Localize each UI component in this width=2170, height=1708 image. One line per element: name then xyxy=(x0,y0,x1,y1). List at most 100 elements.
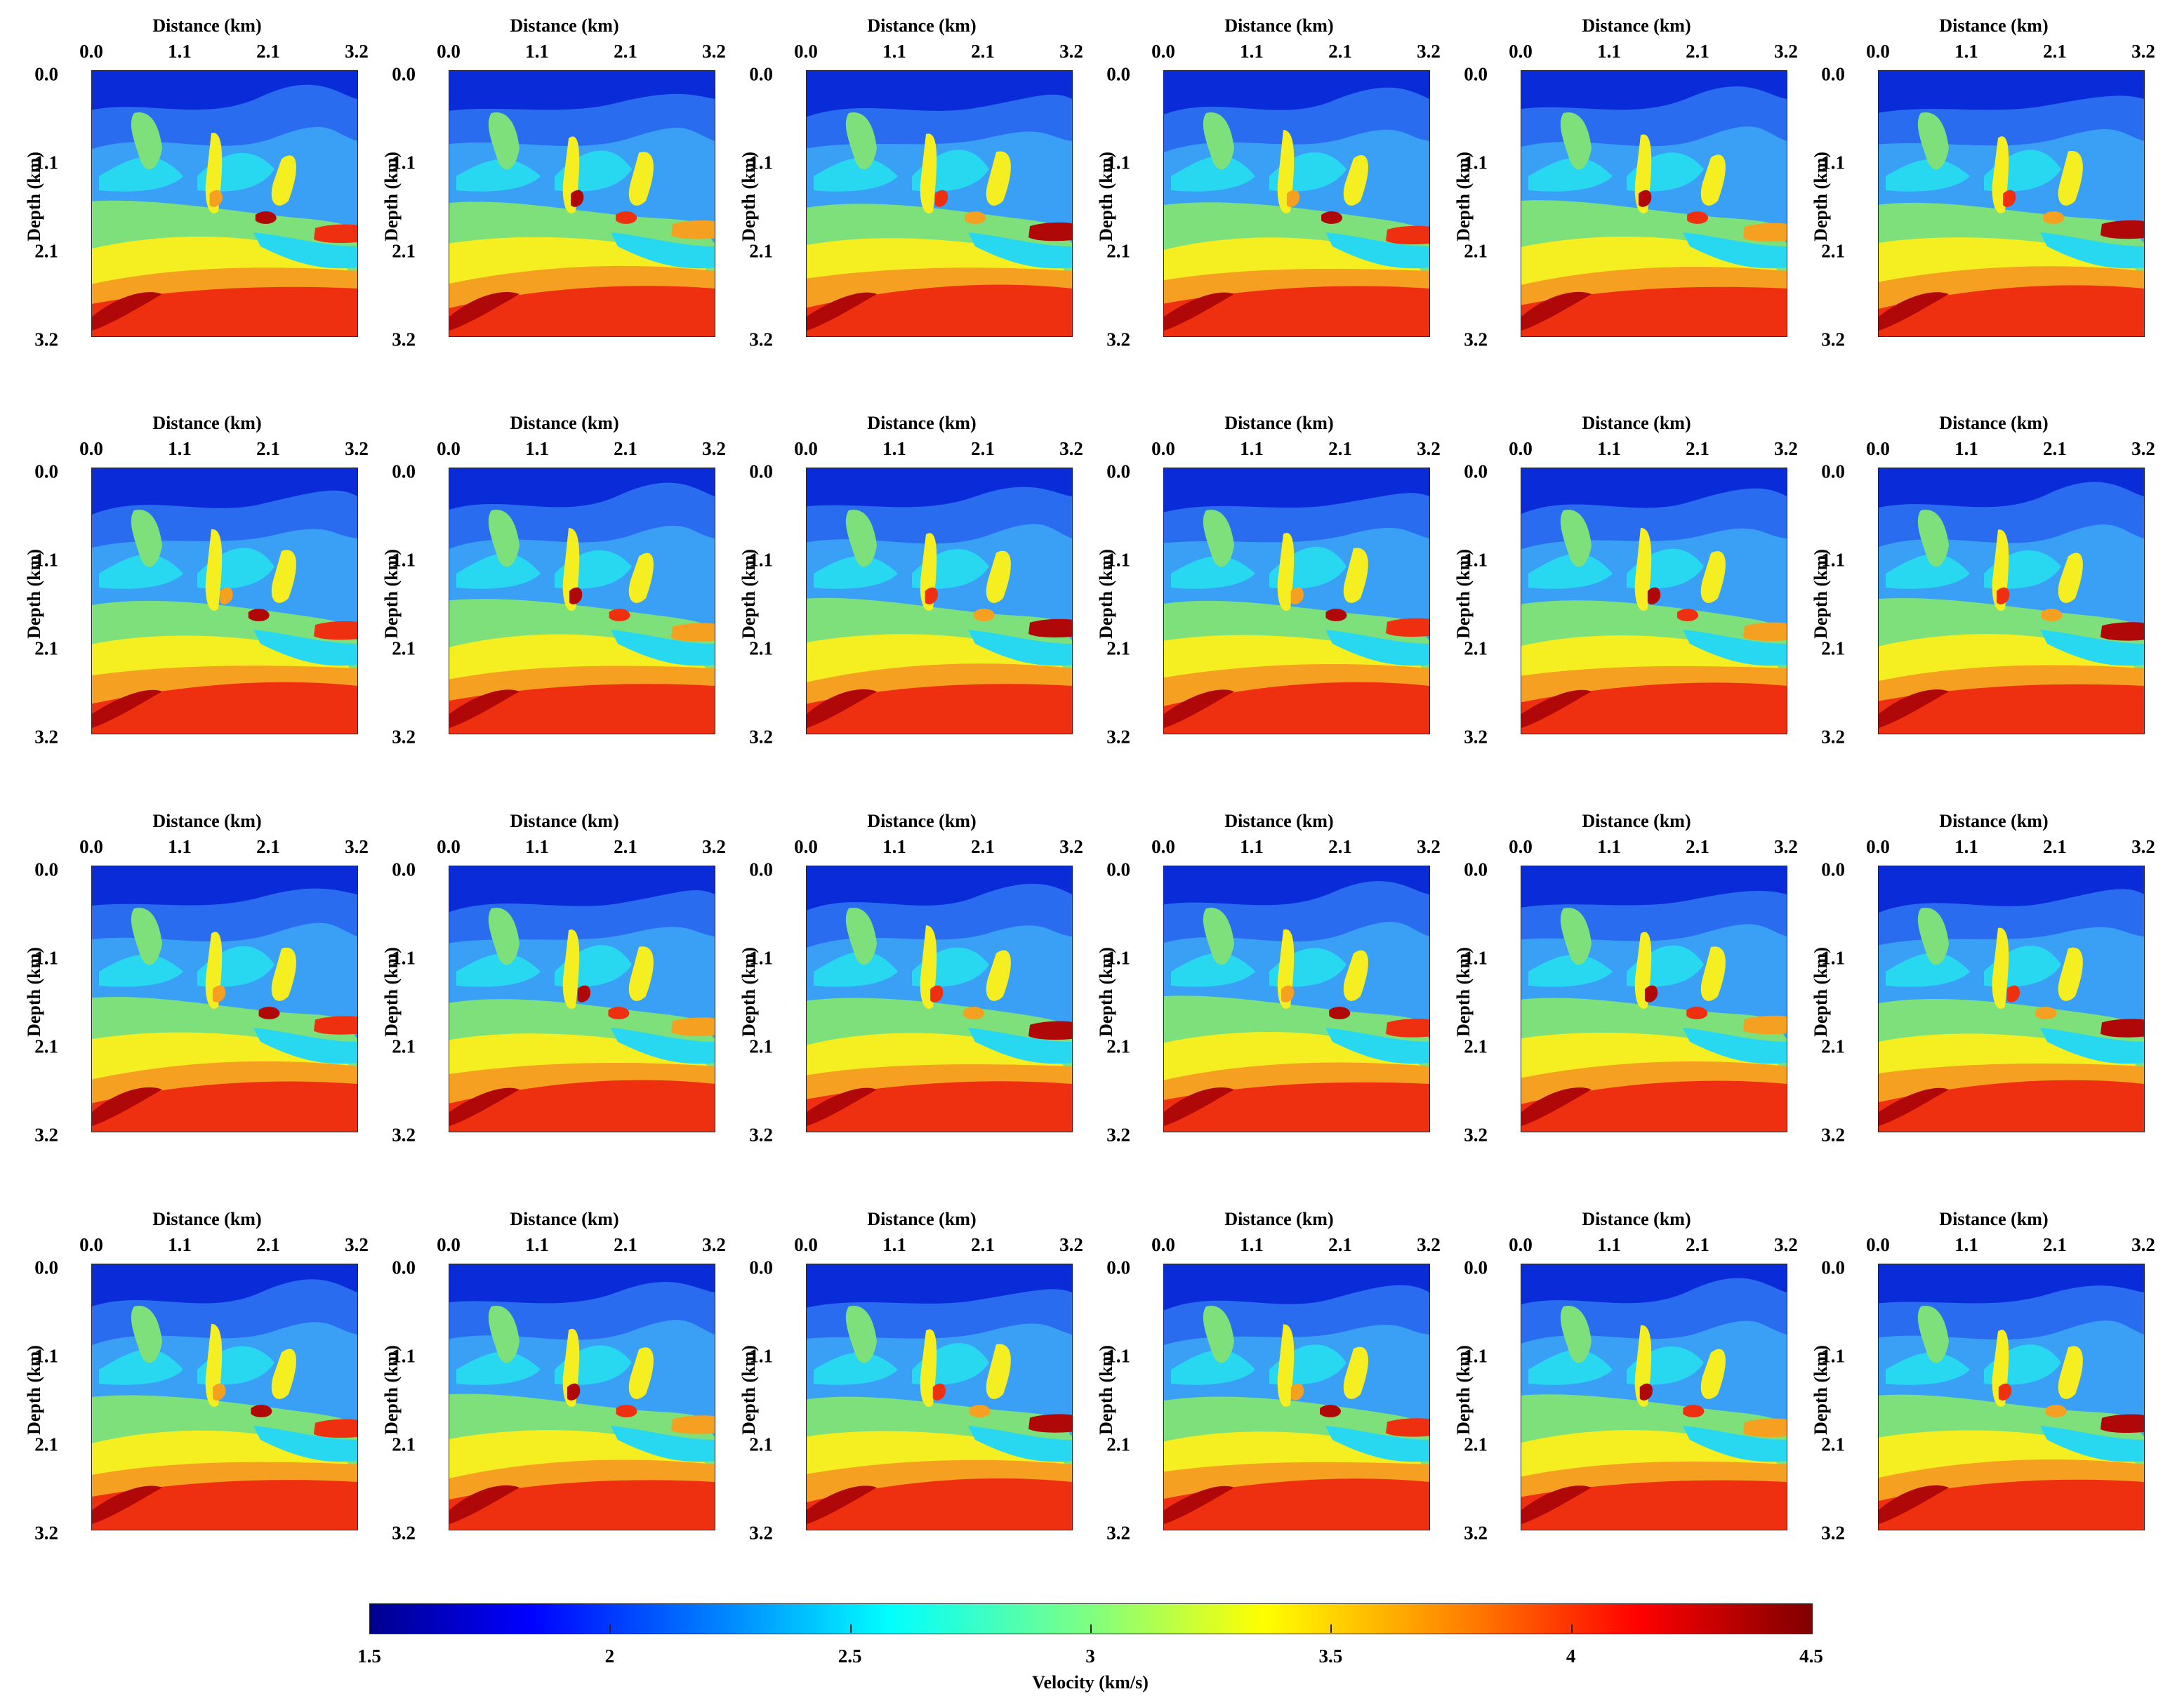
finger-yellow xyxy=(986,550,1011,603)
x-axis-title: Distance (km) xyxy=(1582,811,1691,831)
x-tick-label: 0.0 xyxy=(437,836,461,857)
x-tick-label: 2.1 xyxy=(614,438,637,459)
y-tick-label: 0.0 xyxy=(1821,859,1845,880)
layer-red xyxy=(1164,1082,1429,1132)
y-tick-label: 2.1 xyxy=(1106,1035,1130,1057)
velocity-heatmap xyxy=(1879,1264,2144,1530)
x-tick-label: 1.1 xyxy=(1954,1234,1978,1255)
body-red-right xyxy=(314,1419,357,1438)
y-axis-title: Depth (km) xyxy=(381,1345,402,1435)
x-axis-title: Distance (km) xyxy=(867,413,977,433)
velocity-field xyxy=(1521,866,1787,1132)
finger-yellow xyxy=(1700,1349,1726,1399)
streak-dark-red xyxy=(1521,291,1592,331)
y-tick-label: 3.2 xyxy=(1821,1522,1845,1544)
channel-cyan xyxy=(1325,232,1429,269)
finger-yellow xyxy=(1343,548,1368,603)
body-red-right xyxy=(2100,220,2144,239)
finger-yellow xyxy=(986,151,1011,206)
y-tick-label: 2.1 xyxy=(1106,240,1130,262)
x-tick-label: 1.1 xyxy=(882,1234,906,1255)
body-red xyxy=(1647,587,1661,604)
x-tick-label: 0.0 xyxy=(1151,1234,1175,1255)
x-tick-label: 0.0 xyxy=(1151,438,1175,459)
velocity-heatmap xyxy=(449,71,715,336)
x-tick-label: 1.1 xyxy=(1954,438,1978,459)
layer-red xyxy=(92,682,357,734)
y-tick-label: 0.0 xyxy=(1464,1257,1488,1278)
x-tick-label: 1.1 xyxy=(882,41,906,62)
finger-green xyxy=(1203,510,1234,567)
y-tick-label: 2.1 xyxy=(34,240,58,262)
y-tick-label: 1.1 xyxy=(1106,947,1130,969)
channel-cyan xyxy=(611,630,715,666)
streak-dark-red xyxy=(449,1087,520,1126)
body-red xyxy=(932,1383,946,1401)
channel-cyan xyxy=(1683,1426,1787,1462)
body-red-right xyxy=(671,1415,715,1434)
x-axis-title: Distance (km) xyxy=(1224,1209,1334,1229)
velocity-panel: Distance (km) 0.0 1.1 2.1 3.2 0.0 1.1 2.1 3.2 Dep… xyxy=(718,795,1083,1160)
y-axis-title: Depth (km) xyxy=(1096,947,1116,1037)
velocity-panel: Distance (km) 0.0 1.1 2.1 3.2 0.0 1.1 2.1 3.2 Dep… xyxy=(4,0,369,365)
y-tick-label: 1.1 xyxy=(34,1345,58,1367)
y-tick-label: 3.2 xyxy=(749,329,773,350)
velocity-panel: Distance (km) 0.0 1.1 2.1 3.2 0.0 1.1 2.1 3.2 Dep… xyxy=(1433,1193,1798,1558)
streak-dark-red xyxy=(449,689,520,728)
x-axis-title: Distance (km) xyxy=(1582,1209,1691,1229)
layer-red xyxy=(1879,684,2144,734)
finger-green xyxy=(131,112,162,170)
body-red xyxy=(1997,587,2010,604)
lens-cyan xyxy=(1528,954,1613,987)
y-tick-label: 0.0 xyxy=(1464,461,1488,482)
x-tick-label: 2.1 xyxy=(614,1234,637,1255)
body-orange xyxy=(248,609,270,621)
x-tick-label: 2.1 xyxy=(1686,41,1709,62)
y-tick-label: 2.1 xyxy=(34,637,58,659)
body-red-right xyxy=(1028,618,1072,638)
body-orange xyxy=(2041,609,2063,621)
finger-yellow xyxy=(271,550,296,603)
channel-cyan xyxy=(611,1028,715,1064)
x-tick-label: 3.2 xyxy=(1059,1234,1083,1255)
y-axis-title: Depth (km) xyxy=(24,947,44,1037)
x-tick-label: 2.1 xyxy=(256,438,280,459)
x-tick-label: 3.2 xyxy=(702,438,726,459)
y-tick-label: 1.1 xyxy=(1821,152,1845,173)
layer-red xyxy=(449,1480,715,1530)
body-red-right xyxy=(1743,1418,1787,1438)
lens-cyan xyxy=(1171,1350,1255,1385)
x-axis-title: Distance (km) xyxy=(1582,15,1691,36)
finger-green xyxy=(1560,112,1592,170)
x-tick-label: 3.2 xyxy=(1417,836,1441,857)
y-tick-label: 2.1 xyxy=(1464,1035,1488,1057)
body-orange xyxy=(965,211,986,224)
x-tick-label: 2.1 xyxy=(1686,438,1709,459)
x-tick-label: 3.2 xyxy=(345,41,369,62)
velocity-panel: Distance (km) 0.0 1.1 2.1 3.2 0.0 1.1 2.1 3.2 Dep… xyxy=(1076,795,1441,1160)
lens-cyan xyxy=(1528,553,1613,589)
y-tick-label: 3.2 xyxy=(1106,726,1130,748)
y-tick-label: 1.1 xyxy=(34,549,58,571)
lens-cyan xyxy=(1171,156,1255,192)
y-tick-label: 0.0 xyxy=(749,63,773,85)
x-axis-title: Distance (km) xyxy=(510,15,619,36)
x-tick-label: 2.1 xyxy=(1686,1234,1709,1255)
velocity-panel: Distance (km) 0.0 1.1 2.1 3.2 0.0 1.1 2.1 3.2 Dep… xyxy=(1790,795,2155,1160)
x-tick-label: 1.1 xyxy=(1240,836,1264,857)
x-tick-label: 3.2 xyxy=(1774,836,1798,857)
x-tick-label: 2.1 xyxy=(614,41,637,62)
finger-yellow xyxy=(920,1329,937,1408)
finger-yellow xyxy=(628,1347,654,1399)
finger-green xyxy=(488,112,520,170)
velocity-field xyxy=(449,1264,715,1530)
body-orange xyxy=(1329,1007,1351,1019)
body-red-right xyxy=(1743,223,1787,242)
body-red xyxy=(1998,1383,2012,1401)
x-tick-label: 1.1 xyxy=(1240,1234,1264,1255)
y-tick-label: 2.1 xyxy=(749,240,773,262)
layer-red xyxy=(1521,286,1787,336)
layer-red xyxy=(1521,1080,1787,1132)
y-tick-label: 1.1 xyxy=(749,947,773,969)
x-tick-label: 3.2 xyxy=(702,1234,726,1255)
